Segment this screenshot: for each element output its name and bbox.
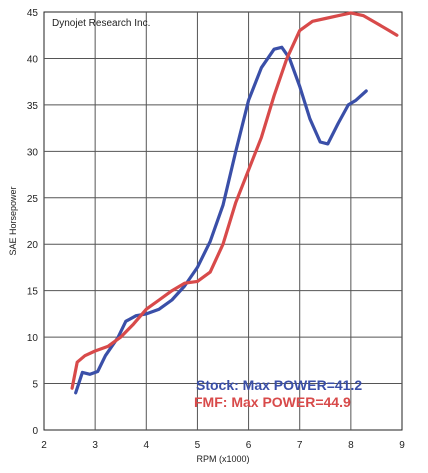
x-axis-ticks: 2 3 4 5 6 7 8 9 — [41, 440, 405, 451]
y-tick-label: 15 — [27, 287, 39, 298]
x-tick-label: 2 — [41, 440, 47, 451]
y-tick-label: 30 — [27, 147, 39, 158]
x-tick-label: 5 — [195, 440, 201, 451]
y-tick-label: 35 — [27, 101, 39, 112]
y-tick-label: 25 — [27, 194, 39, 205]
y-tick-label: 20 — [27, 240, 39, 251]
corner-text: Dynojet Research Inc. — [52, 18, 150, 29]
series-fmf-line — [70, 11, 399, 390]
y-tick-label: 0 — [32, 426, 38, 437]
grid — [44, 12, 402, 430]
y-tick-label: 40 — [27, 54, 39, 65]
legend-fmf: FMF: Max POWER=44.9 — [194, 394, 351, 410]
x-tick-label: 7 — [297, 440, 303, 451]
y-tick-label: 5 — [32, 380, 38, 391]
x-tick-label: 3 — [92, 440, 98, 451]
series-layer — [70, 11, 399, 395]
y-axis-ticks: 0 5 10 15 20 25 30 35 40 45 — [27, 8, 39, 437]
x-tick-label: 4 — [144, 440, 150, 451]
y-tick-label: 45 — [27, 8, 39, 19]
y-tick-label: 10 — [27, 333, 39, 344]
legend-stock: Stock: Max POWER=41.2 — [196, 377, 362, 393]
x-tick-label: 8 — [348, 440, 354, 451]
y-axis-label: SAE Horsepower — [8, 186, 18, 255]
x-tick-label: 9 — [399, 440, 405, 451]
x-tick-label: 6 — [246, 440, 252, 451]
x-axis-label: RPM (x1000) — [196, 454, 249, 464]
plot-area — [43, 11, 403, 431]
